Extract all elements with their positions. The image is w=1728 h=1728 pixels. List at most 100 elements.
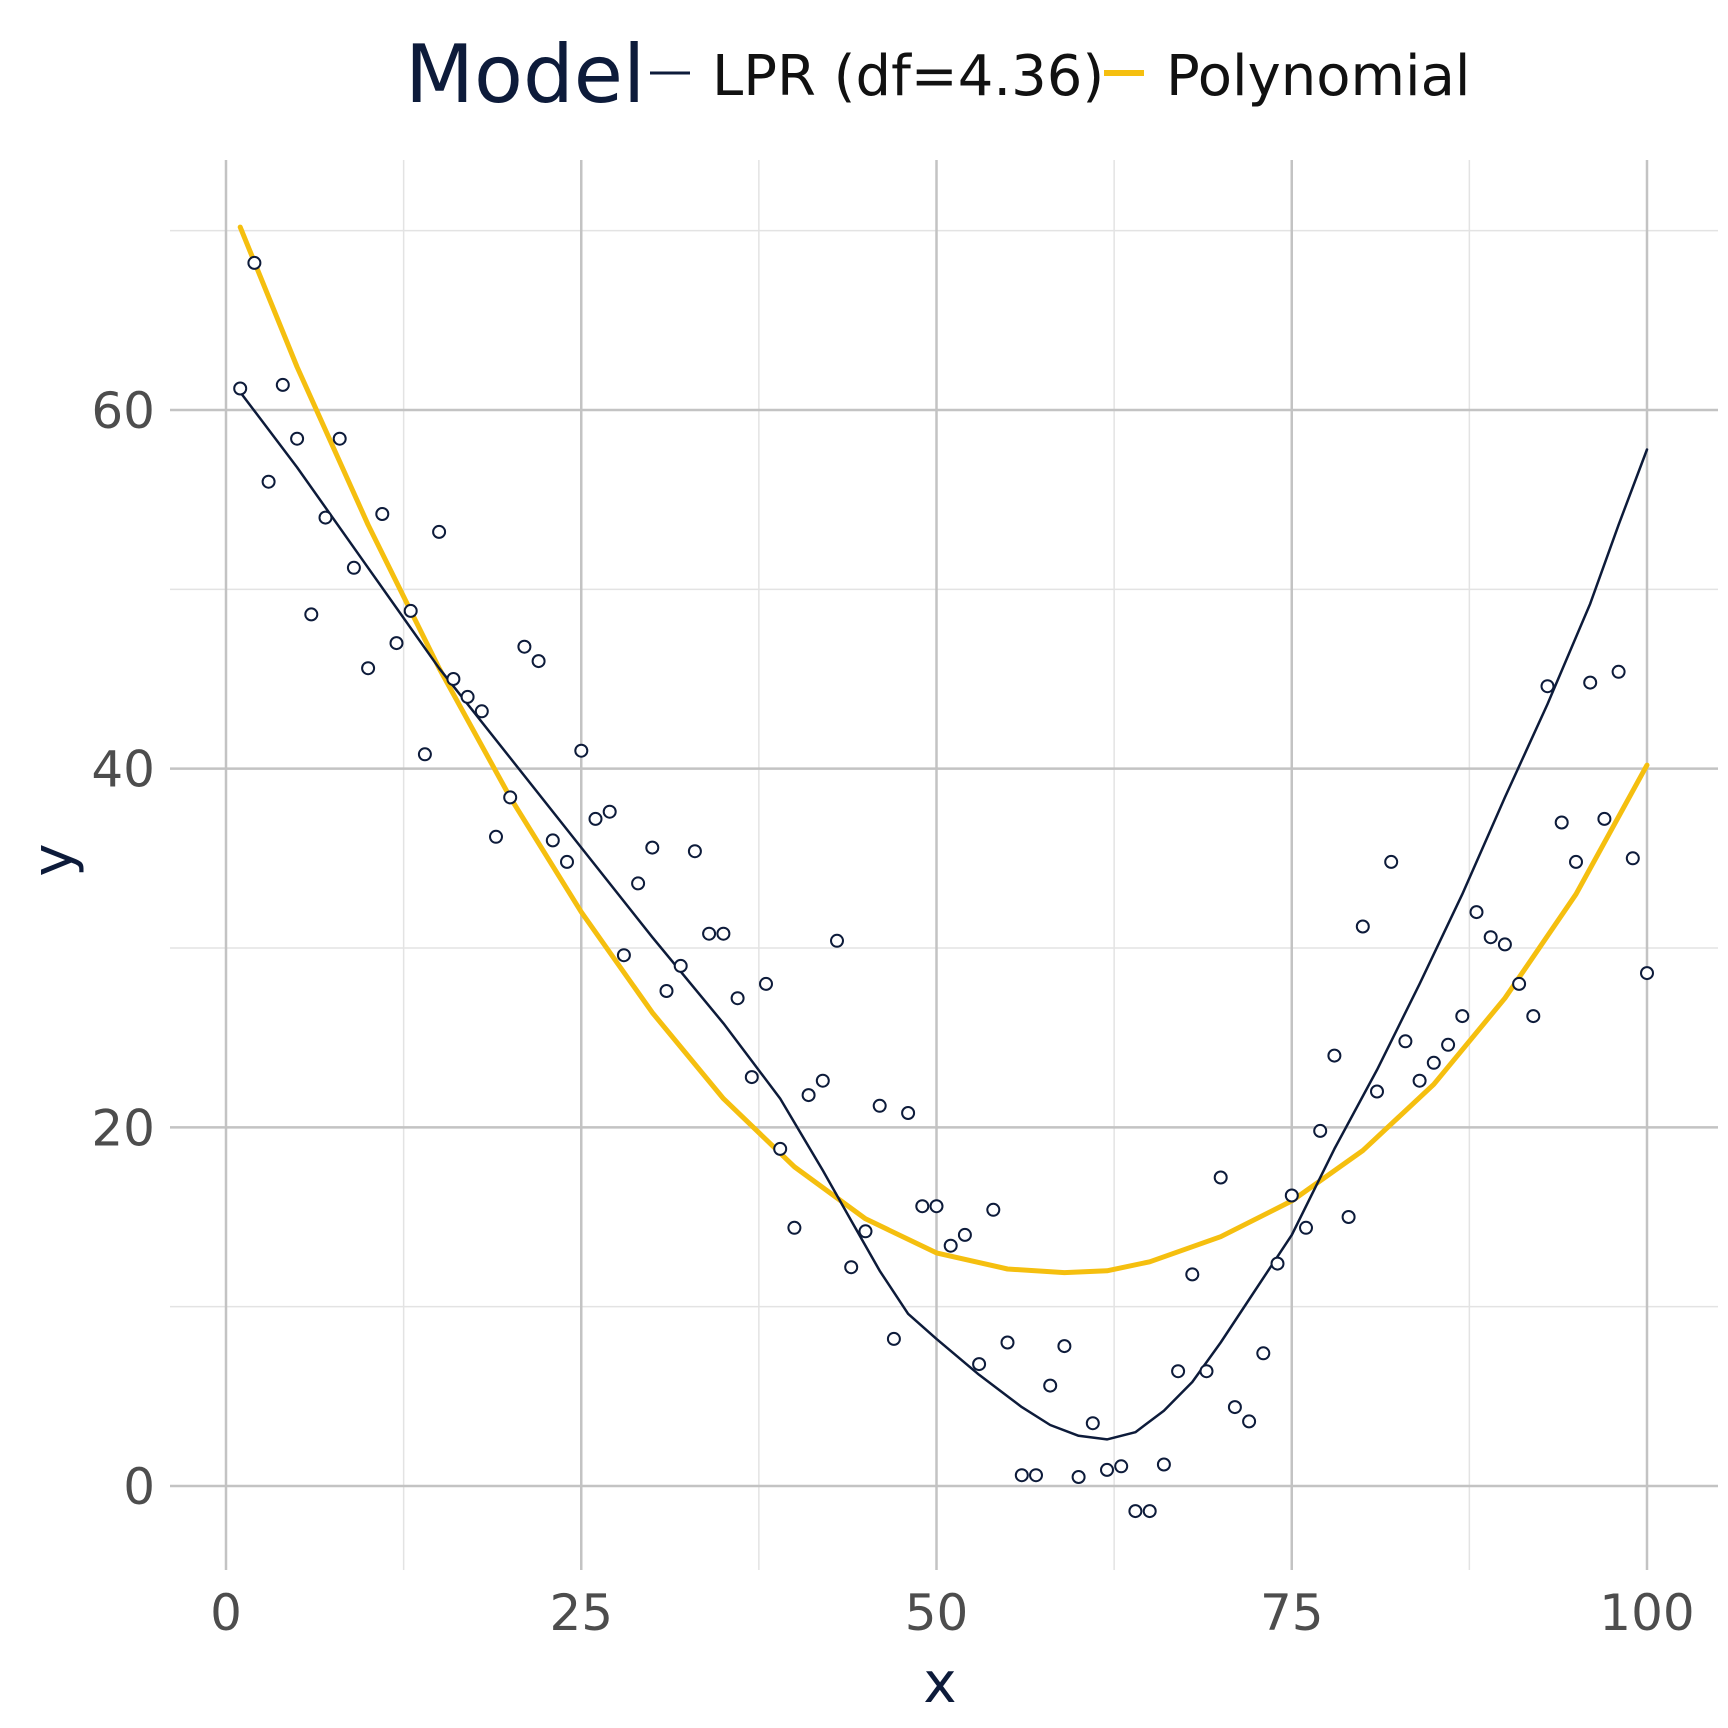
data-point xyxy=(687,844,702,859)
data-point xyxy=(1114,1459,1129,1474)
data-point xyxy=(1100,1462,1114,1477)
data-point xyxy=(503,790,518,805)
data-point xyxy=(1227,1400,1242,1415)
x-axis-title: x xyxy=(923,1651,956,1716)
data-point xyxy=(318,510,333,525)
y-tick-label: 60 xyxy=(91,382,155,440)
x-tick-label: 100 xyxy=(1599,1584,1694,1642)
tick-labels: 0 25 50 75 100 0 20 40 60 xyxy=(91,382,1694,1642)
data-point xyxy=(702,926,717,941)
data-point xyxy=(1384,854,1399,869)
data-point xyxy=(247,255,262,270)
data-point xyxy=(474,704,489,719)
data-point xyxy=(446,672,461,686)
data-point xyxy=(616,948,631,963)
data-point xyxy=(1085,1416,1100,1431)
curves xyxy=(237,224,1650,1441)
data-point xyxy=(1043,1378,1058,1393)
data-point xyxy=(716,926,731,941)
data-point xyxy=(815,1073,830,1088)
data-point xyxy=(1213,1170,1228,1185)
data-point xyxy=(943,1238,958,1253)
data-point xyxy=(1341,1210,1356,1224)
data-point xyxy=(1284,1188,1299,1203)
data-point xyxy=(1057,1339,1072,1354)
y-tick-label: 0 xyxy=(123,1458,155,1516)
y-axis-title: y xyxy=(21,843,86,876)
data-point xyxy=(1171,1364,1186,1379)
data-point xyxy=(1313,1123,1328,1138)
grid xyxy=(170,160,1718,1570)
data-point xyxy=(1497,937,1512,952)
polynomial-curve xyxy=(237,224,1650,1276)
data-point xyxy=(1355,919,1370,934)
data-point xyxy=(1327,1048,1342,1063)
data-point xyxy=(275,377,290,392)
data-point xyxy=(730,991,745,1006)
data-point xyxy=(1583,675,1598,690)
data-point xyxy=(261,474,276,489)
y-tick-label: 20 xyxy=(91,1099,155,1157)
data-point xyxy=(375,507,390,521)
data-point xyxy=(489,829,503,844)
data-point xyxy=(1426,1055,1441,1070)
data-point xyxy=(844,1260,859,1275)
data-point xyxy=(645,840,660,855)
data-point xyxy=(233,381,248,396)
data-point xyxy=(389,636,404,651)
data-point xyxy=(1412,1073,1427,1088)
data-point xyxy=(588,811,603,826)
data-point xyxy=(759,976,773,991)
data-point xyxy=(1512,976,1527,991)
x-tick-label: 0 xyxy=(210,1584,242,1642)
x-tick-label: 75 xyxy=(1260,1584,1324,1642)
data-point xyxy=(744,1070,759,1085)
data-point xyxy=(1540,679,1555,694)
data-point xyxy=(1469,905,1484,920)
lpr-curve xyxy=(238,390,1649,1441)
data-point xyxy=(545,833,560,848)
data-point xyxy=(1199,1364,1214,1379)
data-point xyxy=(929,1199,944,1214)
data-point xyxy=(574,743,589,758)
data-point xyxy=(886,1331,901,1346)
data-point xyxy=(517,639,532,654)
data-point xyxy=(1526,1009,1541,1024)
data-point xyxy=(915,1199,930,1214)
data-point xyxy=(631,876,646,891)
data-point xyxy=(432,524,447,539)
data-point xyxy=(901,1106,916,1120)
data-point xyxy=(1185,1267,1200,1282)
data-point xyxy=(304,607,319,622)
legend: Model LPR (df=4.36) Polynomial xyxy=(405,28,1470,121)
x-tick-label: 50 xyxy=(905,1584,969,1642)
data-point xyxy=(602,804,617,819)
data-point xyxy=(773,1141,788,1156)
data-point xyxy=(872,1098,887,1113)
x-tick-label: 25 xyxy=(549,1584,613,1642)
data-point xyxy=(1029,1468,1043,1483)
data-point xyxy=(801,1088,816,1103)
y-tick-label: 40 xyxy=(91,741,155,799)
data-point xyxy=(417,747,432,762)
data-point xyxy=(1625,851,1640,866)
data-point xyxy=(1256,1346,1271,1361)
data-point xyxy=(1569,854,1583,869)
data-point xyxy=(1441,1037,1456,1052)
data-point xyxy=(830,933,844,948)
legend-label-polynomial: Polynomial xyxy=(1166,44,1470,109)
data-point xyxy=(1611,664,1626,679)
data-point xyxy=(460,689,475,704)
data-point xyxy=(1370,1084,1384,1099)
data-point xyxy=(1014,1468,1029,1483)
data-point xyxy=(531,654,546,669)
data-point xyxy=(858,1224,873,1239)
data-point xyxy=(1597,811,1612,826)
data-point xyxy=(673,958,688,973)
data-point xyxy=(1640,966,1654,981)
data-point xyxy=(787,1220,802,1235)
data-point xyxy=(403,603,418,618)
data-point xyxy=(1270,1256,1285,1271)
legend-title: Model xyxy=(405,28,645,121)
